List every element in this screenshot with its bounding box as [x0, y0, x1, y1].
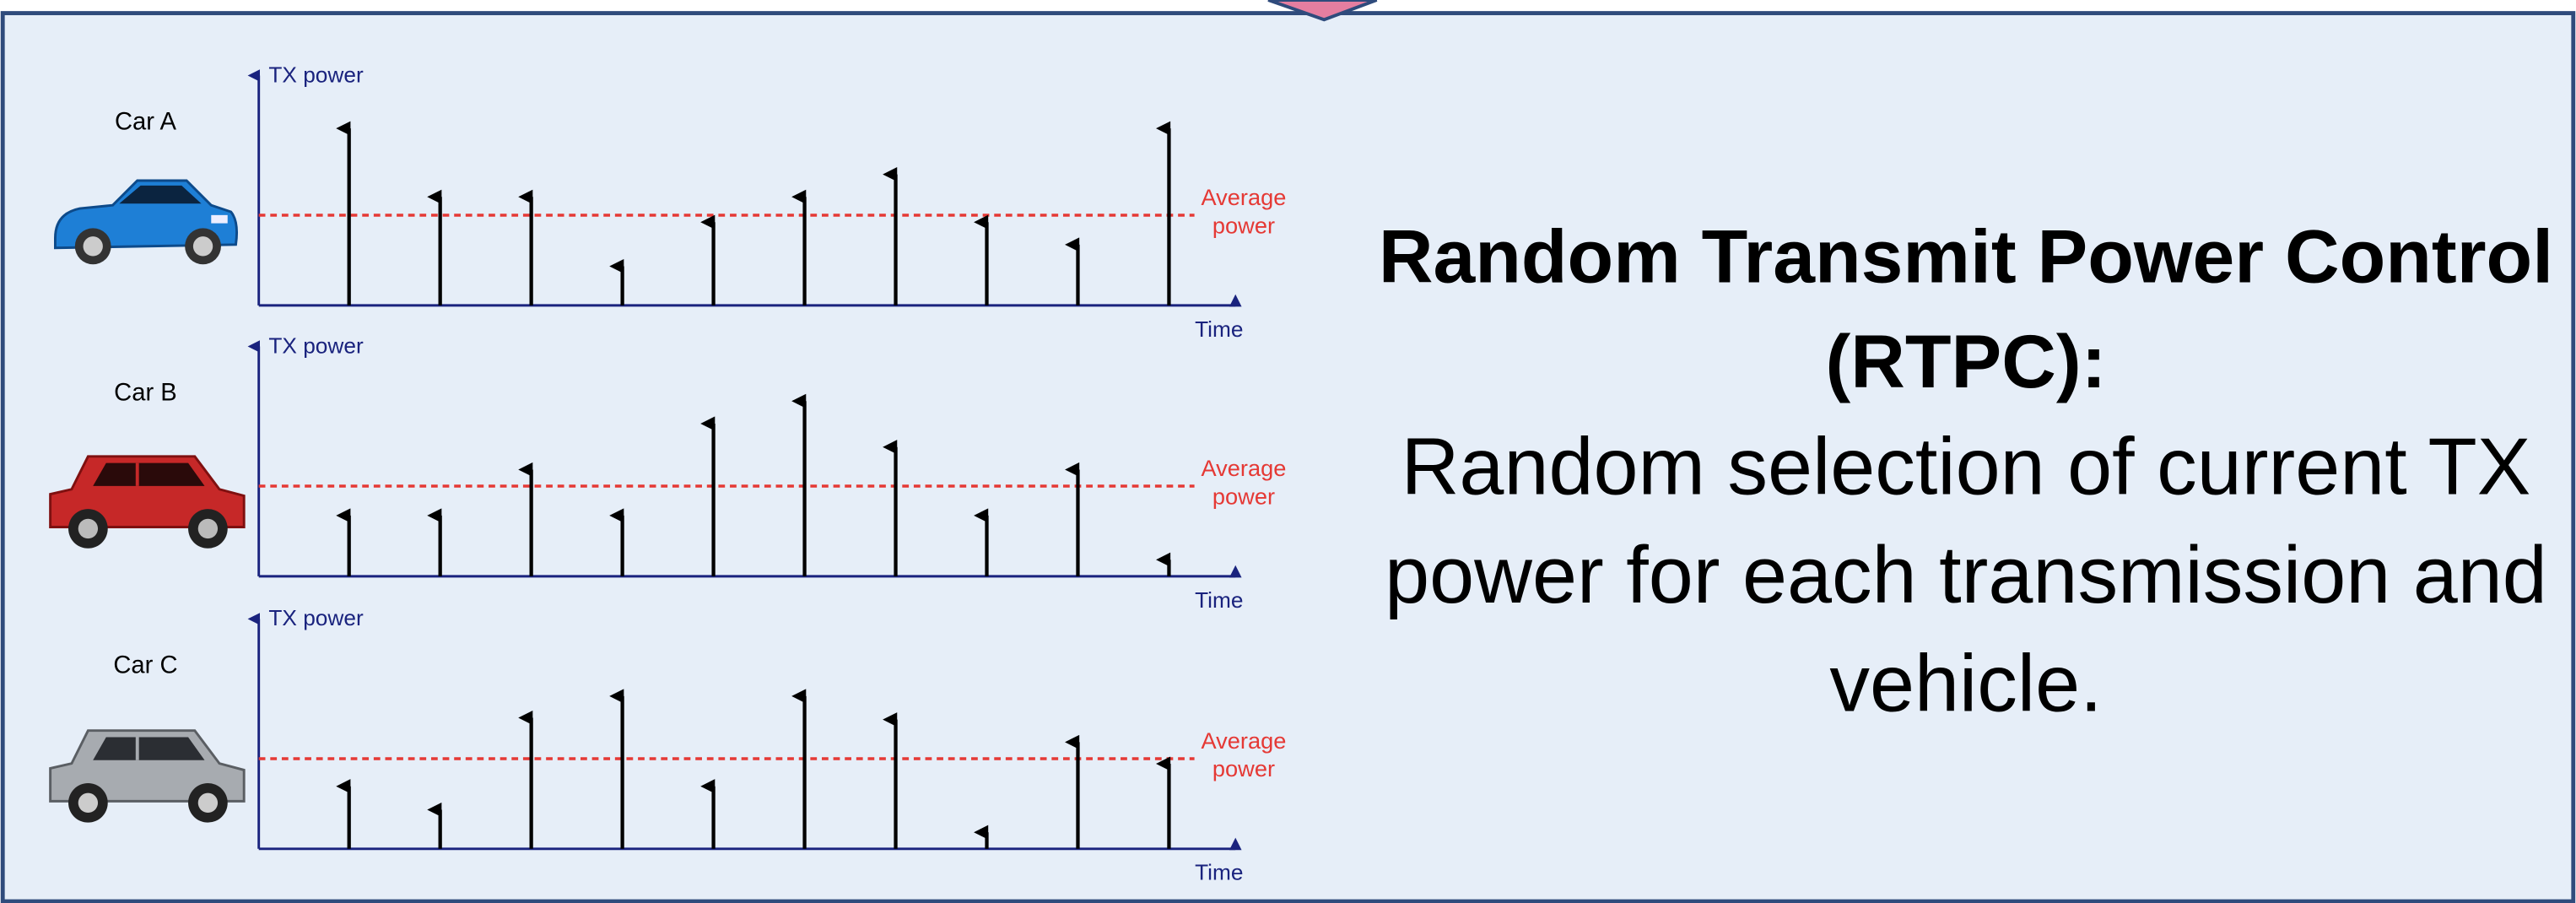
x-axis-label: Time: [1195, 316, 1243, 342]
car-label: Car B: [114, 380, 177, 407]
car-label: Car C: [113, 652, 177, 679]
average-label: Average power: [1201, 184, 1287, 239]
text-block: Random Transmit Power Control (RTPC): Ra…: [1377, 203, 2556, 738]
stem-chart: Car B TX power Time Average power: [114, 333, 1287, 613]
car-b-icon: [49, 455, 246, 549]
average-label-box: Average power: [1201, 455, 1287, 510]
y-axis-label: TX power: [268, 333, 364, 358]
x-axis-label: Time: [1195, 860, 1243, 885]
text-box: Random Transmit Power Control (RTPC): Ra…: [1377, 203, 2556, 738]
stem-chart: Car C TX power Time Average power: [113, 605, 1287, 885]
car-a-icon: [54, 179, 239, 265]
average-label: Average power: [1201, 727, 1287, 782]
headline: Random Transmit Power Control (RTPC):: [1378, 213, 2554, 404]
stem-chart: Car A TX power Time Average power: [115, 62, 1287, 342]
x-axis-label: Time: [1195, 587, 1243, 613]
y-axis-label: TX power: [268, 605, 364, 630]
car-c-icon: [49, 729, 246, 823]
pointer: [1267, 0, 1378, 22]
car-label: Car A: [115, 109, 177, 136]
description: Random selection of current TX power for…: [1385, 423, 2547, 729]
average-label: Average power: [1201, 455, 1287, 510]
average-label-box: Average power: [1201, 727, 1287, 782]
average-label-box: Average power: [1201, 184, 1287, 239]
panel: [0, 11, 2576, 903]
y-axis-label: TX power: [268, 62, 364, 87]
